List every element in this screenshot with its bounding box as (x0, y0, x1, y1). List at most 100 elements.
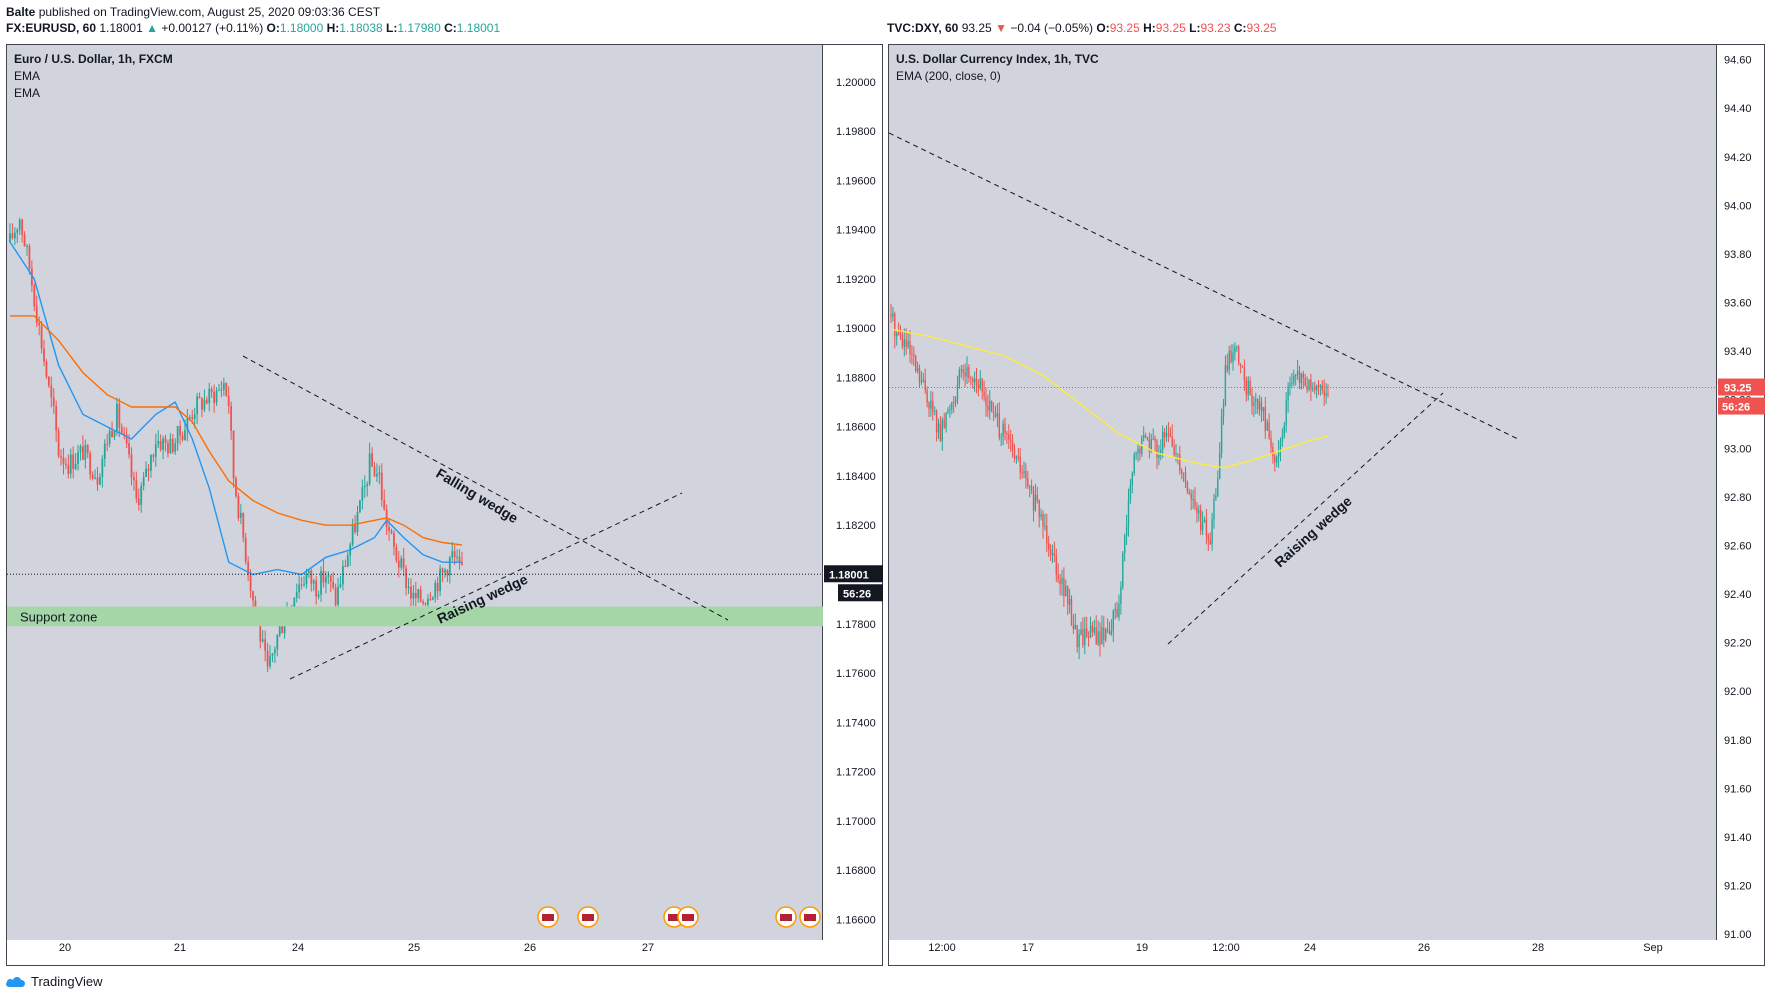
candle-body (320, 570, 322, 595)
candle-body (926, 390, 928, 403)
candle-body (1002, 423, 1004, 437)
candle-body (1000, 436, 1002, 438)
candle-body (332, 582, 335, 588)
right-symbol[interactable]: TVC:DXY, 60 (887, 21, 959, 35)
candle-body (395, 547, 398, 561)
support-zone-band (7, 606, 823, 627)
candle-body (1224, 365, 1227, 406)
candle-body (909, 341, 911, 355)
candle-body (1004, 423, 1006, 434)
candle-body (220, 389, 223, 391)
candle-body (1131, 473, 1133, 486)
y-tick-label: 94.60 (1724, 55, 1752, 67)
candle-body (1171, 436, 1173, 447)
candle-body (1049, 549, 1052, 556)
countdown-tag (838, 584, 883, 602)
candle-body (1291, 382, 1293, 384)
y-tick-label: 91.20 (1724, 881, 1752, 893)
candle-body (184, 430, 186, 440)
y-tick-label: 1.19200 (836, 274, 876, 286)
publisher-user[interactable]: Balte (6, 5, 36, 19)
right-price-axis[interactable] (1717, 44, 1765, 966)
candle-body (79, 446, 82, 452)
candle-body (1135, 453, 1137, 455)
candle-body (142, 476, 145, 487)
y-tick-label: 1.19000 (836, 323, 876, 335)
candle-body (43, 348, 45, 362)
candle-body (174, 443, 177, 452)
left-legend-ema1[interactable]: EMA (14, 69, 41, 83)
y-tick-label: 1.19400 (836, 225, 876, 237)
right-plot-area[interactable] (888, 44, 1717, 966)
left-price-axis[interactable] (823, 44, 883, 966)
x-tick-label: 26 (1418, 942, 1430, 954)
candle-body (1310, 379, 1312, 390)
candle-body (359, 500, 361, 513)
left-plot-area[interactable] (6, 44, 823, 966)
candle-body (1122, 552, 1124, 588)
candle-body (108, 430, 111, 444)
candle-body (937, 423, 940, 433)
candle-body (167, 442, 169, 454)
candle-body (436, 582, 439, 592)
footer-brand-label: TradingView (31, 974, 103, 989)
candle-body (11, 233, 14, 239)
candle-body (947, 409, 949, 414)
candle-body (1219, 452, 1221, 479)
candle-body (935, 410, 938, 433)
candle-body (970, 378, 972, 380)
candle-body (1241, 365, 1244, 368)
candle-body (74, 463, 77, 469)
candle-body (998, 413, 1000, 438)
candle-body (242, 512, 245, 538)
candle-body (901, 334, 904, 347)
candle-body (1065, 585, 1067, 597)
candle-body (949, 409, 951, 411)
candle-body (911, 354, 913, 356)
left-h-label: H: (326, 21, 340, 35)
candle-body (1213, 498, 1215, 520)
left-symbol[interactable]: FX:EURUSD, 60 (6, 21, 97, 35)
candle-body (956, 384, 959, 400)
candle-body (1108, 630, 1111, 635)
y-tick-label: 94.00 (1724, 200, 1752, 212)
footer-brand[interactable]: TradingView (5, 974, 103, 989)
down-arrow-icon: ▼ (995, 21, 1007, 35)
candle-body (1015, 456, 1018, 459)
candle-body (932, 400, 934, 412)
candle-body (441, 568, 444, 573)
candle-body (64, 463, 67, 465)
left-symbol-header: FX:EURUSD, 60 1.18001 ▲ +0.00127 (+0.11%… (6, 21, 500, 35)
left-time-axis[interactable] (6, 940, 883, 966)
candle-body (77, 451, 79, 464)
right-legend-title[interactable]: U.S. Dollar Currency Index, 1h, TVC (896, 52, 1099, 66)
candle-body (444, 569, 446, 573)
candle-body (913, 354, 915, 357)
candle-body (451, 551, 454, 558)
left-close: 1.18001 (456, 21, 501, 35)
left-c-label: C: (444, 21, 457, 35)
candle-body (222, 382, 225, 390)
candle-body (196, 396, 199, 415)
candle-body (915, 356, 917, 372)
right-time-axis[interactable] (888, 940, 1765, 966)
candle-body (376, 474, 378, 477)
right-high: 93.25 (1155, 21, 1186, 35)
candle-body (62, 457, 65, 464)
candle-body (363, 485, 366, 488)
candle-body (1272, 447, 1274, 457)
candle-body (458, 556, 461, 563)
left-legend: Euro / U.S. Dollar, 1h, FXCM EMA EMA (14, 51, 173, 102)
candle-body (1063, 577, 1065, 597)
right-legend-ema200[interactable]: EMA (200, close, 0) (896, 69, 1001, 83)
candle-body (920, 381, 923, 383)
left-legend-ema2[interactable]: EMA (14, 86, 41, 100)
candle-body (453, 551, 456, 558)
candle-body (159, 441, 162, 450)
falling-wedge-label: Falling wedge (433, 465, 521, 526)
left-legend-title[interactable]: Euro / U.S. Dollar, 1h, FXCM (14, 52, 173, 66)
candle-body (1029, 486, 1031, 488)
candle-body (1238, 347, 1240, 364)
candle-body (1266, 422, 1268, 431)
